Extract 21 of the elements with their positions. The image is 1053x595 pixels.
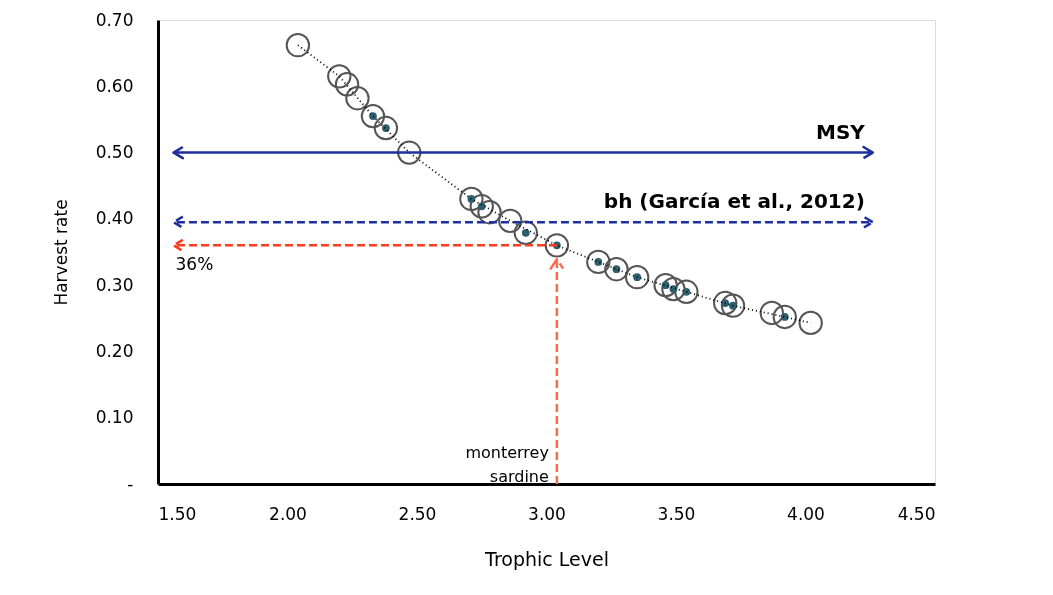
y-tick-label: 0.60 [95,75,134,96]
y-tick-label: 0.50 [95,142,134,163]
ref-line-label: bh (García et al., 2012) [603,189,865,214]
ref-line-label: MSY [816,119,866,144]
x-tick-label: 3.00 [528,503,566,524]
y-tick-label: 0.20 [95,340,134,361]
y-tick-label: 0.70 [95,9,134,30]
x-tick-label: 4.50 [897,503,936,524]
x-tick-label: 4.00 [787,503,825,524]
y-axis-title: Harvest rate [50,199,71,306]
x-tick-label: 3.50 [657,503,696,524]
y-tick-label: 0.30 [95,274,134,295]
x-tick-label: 2.50 [398,503,437,524]
y-tick-label: 0.10 [95,407,134,428]
x-tick-label: 2.00 [269,503,307,524]
ref-line-label: 36% [175,254,214,275]
ref-line-label: monterrey sardine [465,442,549,486]
x-tick-label: 1.50 [158,503,197,524]
y-tick-label: 0.40 [95,208,134,229]
y-tick-label: - [127,473,134,494]
x-axis-title: Trophic Level [484,547,609,570]
